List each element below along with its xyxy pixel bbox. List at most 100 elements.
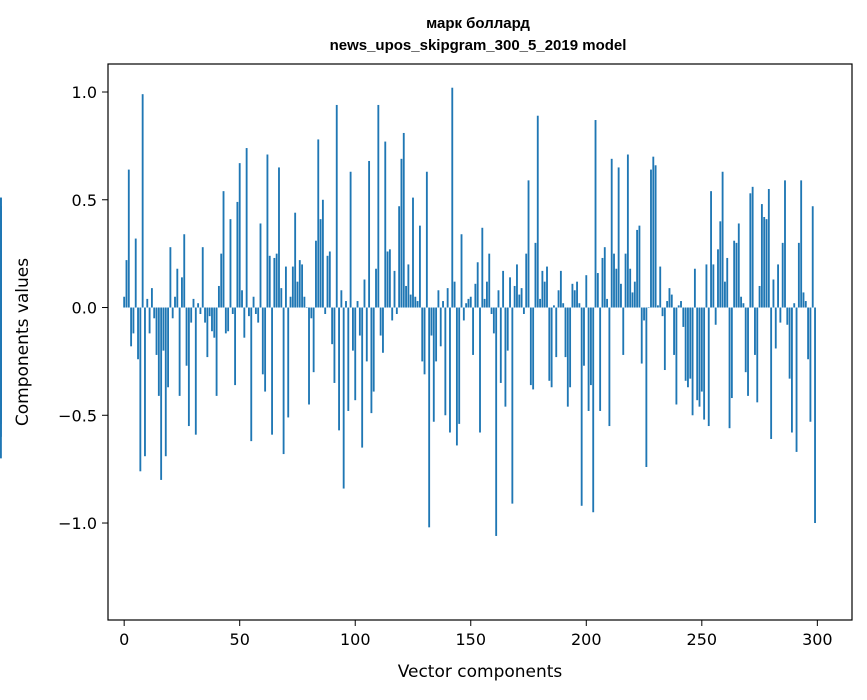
x-tick-label: 300 <box>802 630 833 649</box>
bar <box>735 242 738 308</box>
y-tick-label: −0.5 <box>58 406 97 425</box>
bar <box>550 307 553 388</box>
bar <box>236 201 239 308</box>
y-axis-label: Components values <box>13 258 33 426</box>
bar <box>435 307 438 362</box>
bar <box>802 292 805 308</box>
bar <box>583 307 585 366</box>
bar <box>707 307 710 427</box>
bar <box>624 253 627 308</box>
bar <box>807 307 810 360</box>
bar <box>566 307 569 407</box>
bar <box>728 307 731 429</box>
bar <box>227 307 230 332</box>
bar <box>125 260 128 308</box>
bar <box>132 307 135 334</box>
bar <box>781 242 784 308</box>
bar <box>266 154 269 308</box>
bar <box>215 307 218 396</box>
bar <box>617 167 620 308</box>
bar <box>275 253 278 308</box>
bar <box>395 307 398 314</box>
bar <box>160 307 163 480</box>
bar <box>252 296 255 308</box>
bar <box>737 223 740 308</box>
bar <box>335 104 338 308</box>
x-tick-label: 250 <box>687 630 718 649</box>
bar <box>206 307 209 358</box>
bar <box>261 307 264 375</box>
bar <box>229 219 232 308</box>
bar <box>280 288 283 308</box>
bar <box>543 281 546 308</box>
bar <box>139 307 142 472</box>
bar <box>453 281 456 308</box>
bar <box>370 307 373 414</box>
bar <box>296 281 299 308</box>
bar <box>770 307 773 439</box>
bar <box>555 307 558 358</box>
bar <box>259 223 262 308</box>
bar <box>495 307 498 536</box>
bar <box>137 307 139 360</box>
bar <box>243 307 246 338</box>
bar <box>536 115 539 308</box>
y-tick-label: 1.0 <box>72 83 97 102</box>
bar <box>365 307 368 362</box>
bar <box>446 288 449 308</box>
bar <box>786 307 789 325</box>
bar <box>155 307 158 355</box>
bar <box>814 307 816 524</box>
bar <box>620 283 622 308</box>
bar <box>368 160 371 308</box>
bar <box>181 277 183 308</box>
bar <box>779 307 782 323</box>
bar <box>338 307 340 431</box>
bar <box>377 104 380 308</box>
bar <box>509 277 511 308</box>
bar-series <box>0 87 816 536</box>
bar <box>444 307 447 416</box>
bar <box>127 169 130 308</box>
bar <box>777 264 779 308</box>
bar <box>670 294 673 308</box>
bar <box>666 301 669 308</box>
bar <box>633 281 636 308</box>
bar <box>650 169 652 308</box>
bar <box>645 307 648 467</box>
bar <box>663 307 666 371</box>
bar <box>192 298 195 308</box>
bar <box>730 307 733 399</box>
bar <box>559 270 562 308</box>
bar <box>534 242 537 308</box>
bar <box>321 199 324 308</box>
bar <box>220 253 223 308</box>
bar <box>328 251 331 308</box>
bar <box>317 139 320 308</box>
bar <box>0 307 2 310</box>
bar <box>675 307 678 405</box>
bar <box>352 307 354 351</box>
bar <box>687 307 689 388</box>
bar <box>504 307 507 407</box>
bar <box>310 307 313 319</box>
bar <box>303 296 306 308</box>
bar <box>636 229 639 308</box>
bar <box>522 307 525 314</box>
bar <box>268 255 271 308</box>
bar <box>592 307 595 513</box>
bar <box>472 307 474 355</box>
bar <box>315 240 317 308</box>
bar <box>287 307 290 418</box>
bar <box>361 307 364 448</box>
bar <box>589 307 592 386</box>
bar <box>455 307 458 446</box>
bar <box>425 171 428 308</box>
bar <box>791 307 793 433</box>
bar <box>622 307 625 355</box>
bar <box>693 268 696 308</box>
bar <box>756 307 759 403</box>
bar <box>250 307 253 442</box>
bar <box>525 253 528 308</box>
bar <box>631 292 634 308</box>
